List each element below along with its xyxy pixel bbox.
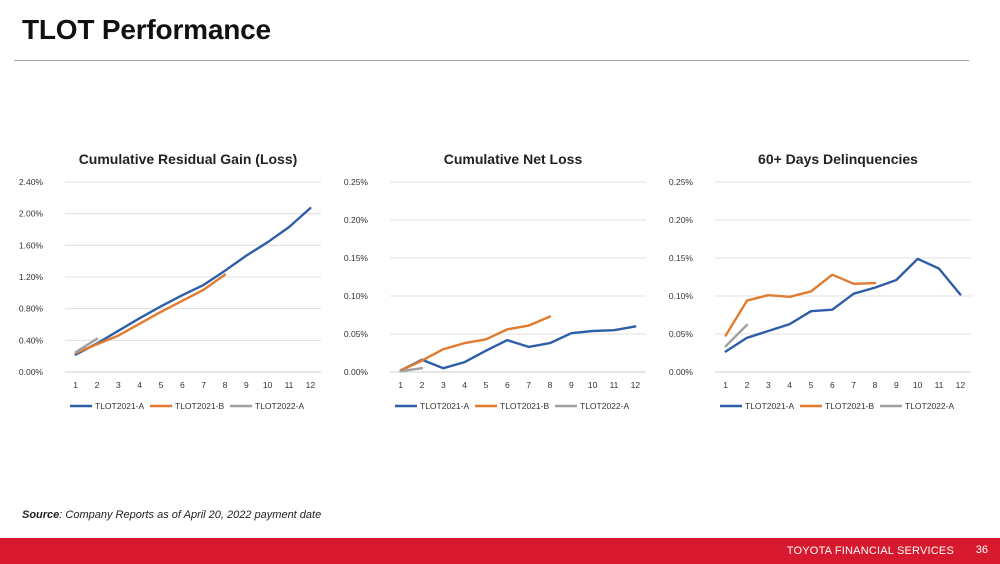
y-tick-label: 0.15%	[344, 253, 369, 263]
series-line-tlot2021-b	[399, 315, 552, 372]
x-tick-label: 10	[263, 380, 273, 390]
source-label: Source	[22, 509, 60, 521]
series-line-tlot2022-a	[399, 366, 424, 373]
y-tick-label: 0.25%	[669, 177, 694, 187]
chart-cumulative-residual-gain-loss: Cumulative Residual Gain (Loss) 0.00% 0.40…	[19, 151, 321, 411]
x-tick-label: 9	[894, 380, 899, 390]
source-note: Source: Company Reports as of April 20, …	[22, 509, 321, 521]
page-title: TLOT Performance	[22, 14, 271, 45]
x-tick-label: 5	[809, 380, 814, 390]
title-divider	[14, 60, 969, 61]
y-tick-label: 0.20%	[344, 215, 369, 225]
y-tick-label: 0.00%	[669, 367, 694, 377]
chart-title: Cumulative Net Loss	[444, 151, 583, 167]
y-tick-label: 2.00%	[19, 209, 44, 219]
y-tick-label: 0.40%	[19, 335, 44, 345]
x-tick-label: 8	[873, 380, 878, 390]
x-tick-label: 3	[116, 380, 121, 390]
y-tick-label: 1.60%	[19, 240, 44, 250]
x-tick-label: 7	[201, 380, 206, 390]
legend-label: TLOT2021-A	[745, 401, 794, 411]
x-tick-label: 5	[484, 380, 489, 390]
legend-label: TLOT2021-B	[175, 401, 224, 411]
y-tick-label: 0.05%	[344, 329, 369, 339]
x-tick-label: 7	[851, 380, 856, 390]
legend-label: TLOT2021-B	[500, 401, 549, 411]
x-tick-label: 5	[159, 380, 164, 390]
legend-label: TLOT2022-A	[255, 401, 304, 411]
x-tick-label: 11	[610, 380, 619, 390]
legend-label: TLOT2022-A	[580, 401, 629, 411]
x-tick-label: 1	[73, 380, 78, 390]
y-tick-label: 2.40%	[19, 177, 44, 187]
series-line-tlot2021-a	[399, 325, 637, 372]
footer-company: TOYOTA FINANCIAL SERVICES	[786, 545, 954, 557]
chart-title: Cumulative Residual Gain (Loss)	[79, 151, 298, 167]
chart-60-plus-days-delinquencies: 60+ Days Delinquencies 0.00% 0.05% 0.10% 0.1…	[669, 151, 971, 411]
x-tick-label: 4	[462, 380, 467, 390]
page-number: 36	[975, 544, 988, 556]
x-tick-label: 6	[180, 380, 185, 390]
y-tick-label: 0.80%	[19, 304, 44, 314]
footer-bar: TOYOTA FINANCIAL SERVICES 36	[0, 538, 1000, 564]
legend-label: TLOT2021-A	[420, 401, 469, 411]
x-tick-label: 2	[420, 380, 425, 390]
x-tick-label: 2	[745, 380, 750, 390]
x-tick-label: 12	[631, 380, 641, 390]
y-tick-label: 0.05%	[669, 329, 694, 339]
series-line-tlot2021-b	[724, 273, 877, 337]
x-tick-label: 10	[588, 380, 598, 390]
x-tick-label: 4	[137, 380, 142, 390]
y-tick-label: 0.00%	[19, 367, 44, 377]
x-tick-label: 7	[526, 380, 531, 390]
x-tick-label: 9	[569, 380, 574, 390]
legend-label: TLOT2022-A	[905, 401, 954, 411]
x-tick-label: 3	[766, 380, 771, 390]
legend-label: TLOT2021-B	[825, 401, 874, 411]
x-tick-label: 1	[398, 380, 403, 390]
chart-cumulative-net-loss: Cumulative Net Loss 0.00% 0.05% 0.10% 0.15% 0…	[344, 151, 646, 411]
chart-title: 60+ Days Delinquencies	[758, 151, 918, 167]
y-tick-label: 0.25%	[344, 177, 369, 187]
x-tick-label: 9	[244, 380, 249, 390]
y-tick-label: 0.20%	[669, 215, 694, 225]
series-line-tlot2022-a	[724, 323, 749, 348]
legend-label: TLOT2021-A	[95, 401, 144, 411]
y-tick-label: 0.15%	[669, 253, 694, 263]
y-tick-label: 1.20%	[19, 272, 44, 282]
x-tick-label: 10	[913, 380, 923, 390]
series-line-tlot2021-a	[74, 206, 312, 356]
x-tick-label: 8	[223, 380, 228, 390]
source-text: : Company Reports as of April 20, 2022 p…	[59, 509, 322, 521]
y-tick-label: 0.10%	[344, 291, 369, 301]
x-tick-label: 12	[956, 380, 966, 390]
x-tick-label: 6	[505, 380, 510, 390]
series-line-tlot2022-a	[74, 337, 99, 354]
x-tick-label: 8	[548, 380, 553, 390]
x-tick-label: 6	[830, 380, 835, 390]
x-tick-label: 11	[285, 380, 294, 390]
x-tick-label: 3	[441, 380, 446, 390]
x-tick-label: 1	[723, 380, 728, 390]
x-tick-label: 2	[95, 380, 100, 390]
series-line-tlot2021-a	[724, 257, 962, 353]
series-line-tlot2021-b	[74, 273, 227, 355]
x-tick-label: 11	[935, 380, 944, 390]
y-tick-label: 0.00%	[344, 367, 369, 377]
x-tick-label: 4	[787, 380, 792, 390]
x-tick-label: 12	[306, 380, 316, 390]
y-tick-label: 0.10%	[669, 291, 694, 301]
